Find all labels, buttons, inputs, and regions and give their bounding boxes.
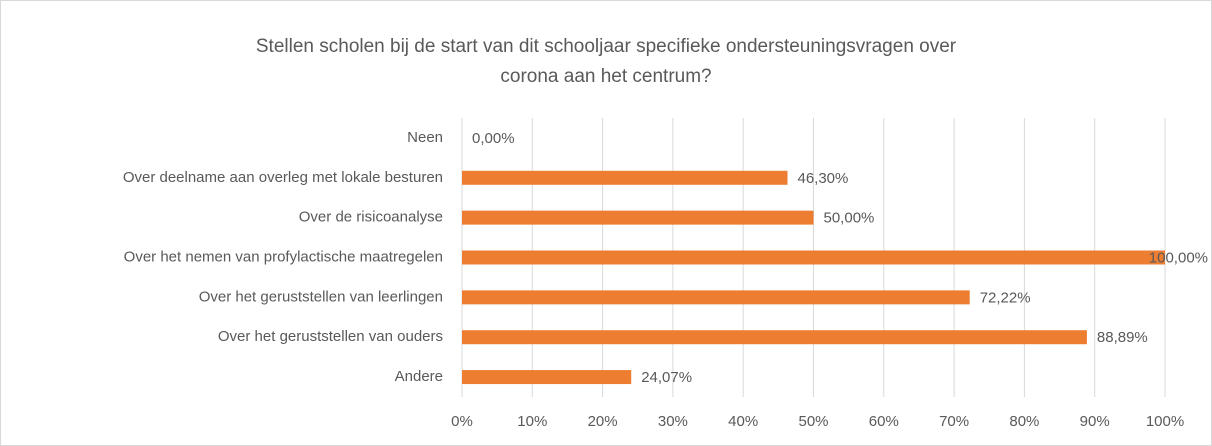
y-tick-label: Over de risicoanalyse bbox=[299, 209, 443, 226]
data-label: 46,30% bbox=[797, 170, 848, 187]
y-tick-label: Over deelname aan overleg met lokale bes… bbox=[123, 169, 443, 186]
x-tick-label: 40% bbox=[728, 413, 758, 430]
x-tick-label: 70% bbox=[939, 413, 969, 430]
data-label: 88,89% bbox=[1097, 329, 1148, 346]
y-tick-label: Over het nemen van profylactische maatre… bbox=[124, 248, 443, 265]
data-label: 0,00% bbox=[472, 130, 515, 147]
chart-title: corona aan het centrum? bbox=[500, 66, 711, 87]
bar bbox=[462, 290, 970, 305]
y-tick-label: Over het geruststellen van leerlingen bbox=[199, 288, 443, 305]
x-tick-label: 10% bbox=[517, 413, 547, 430]
y-tick-label: Neen bbox=[407, 129, 443, 146]
y-tick-label: Andere bbox=[395, 368, 443, 385]
bar bbox=[462, 170, 788, 185]
x-tick-label: 90% bbox=[1080, 413, 1110, 430]
data-label: 50,00% bbox=[824, 210, 875, 227]
chart-title: Stellen scholen bij de start van dit sch… bbox=[256, 36, 957, 57]
x-tick-label: 0% bbox=[451, 413, 473, 430]
bar bbox=[462, 370, 632, 385]
x-tick-label: 60% bbox=[869, 413, 899, 430]
x-tick-label: 80% bbox=[1009, 413, 1039, 430]
y-tick-label: Over het geruststellen van ouders bbox=[218, 328, 443, 345]
bar bbox=[462, 210, 814, 225]
x-tick-label: 100% bbox=[1146, 413, 1184, 430]
bar bbox=[462, 250, 1165, 265]
x-tick-label: 50% bbox=[798, 413, 828, 430]
x-tick-label: 30% bbox=[658, 413, 688, 430]
data-label: 24,07% bbox=[641, 369, 692, 386]
data-label: 100,00% bbox=[1149, 249, 1208, 266]
x-tick-label: 20% bbox=[588, 413, 618, 430]
bar bbox=[462, 330, 1087, 345]
data-label: 72,22% bbox=[980, 289, 1031, 306]
